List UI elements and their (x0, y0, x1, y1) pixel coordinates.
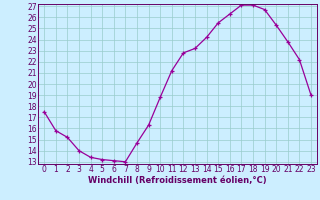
X-axis label: Windchill (Refroidissement éolien,°C): Windchill (Refroidissement éolien,°C) (88, 176, 267, 185)
